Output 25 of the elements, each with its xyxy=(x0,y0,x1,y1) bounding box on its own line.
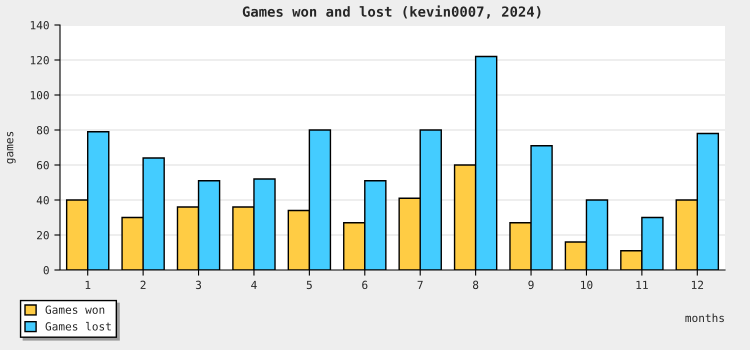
y-tick-label: 100 xyxy=(30,91,49,100)
x-tick-label: 6 xyxy=(362,280,368,290)
y-tick-label: 80 xyxy=(36,126,49,134)
y-tick-label: 40 xyxy=(36,196,49,204)
x-tick-label: 4 xyxy=(251,280,257,289)
y-tick-label: 140 xyxy=(30,21,49,30)
legend-label: Games won xyxy=(46,306,104,314)
x-axis-title: months xyxy=(685,314,724,322)
x-tick-label: 10 xyxy=(581,280,592,290)
y-tick-label: 20 xyxy=(37,231,49,240)
x-tick-label: 8 xyxy=(472,280,478,290)
x-tick-label: 2 xyxy=(140,280,146,289)
y-tick-label: 120 xyxy=(30,56,49,64)
x-tick-label: 3 xyxy=(196,280,202,290)
legend-label: Games lost xyxy=(46,322,111,331)
x-tick-label: 7 xyxy=(418,280,423,289)
x-tick-label: 12 xyxy=(692,280,704,289)
x-tick-label: 1 xyxy=(86,280,90,289)
x-tick-label: 11 xyxy=(636,280,648,289)
y-tick-label: 60 xyxy=(36,161,49,170)
y-tick-label: 0 xyxy=(44,266,49,274)
x-tick-label: 5 xyxy=(306,280,312,290)
y-axis-title: games xyxy=(7,132,16,164)
x-tick-label: 9 xyxy=(528,280,534,290)
chart-title: Games won and lost (kevin0007, 2024) xyxy=(242,5,540,19)
